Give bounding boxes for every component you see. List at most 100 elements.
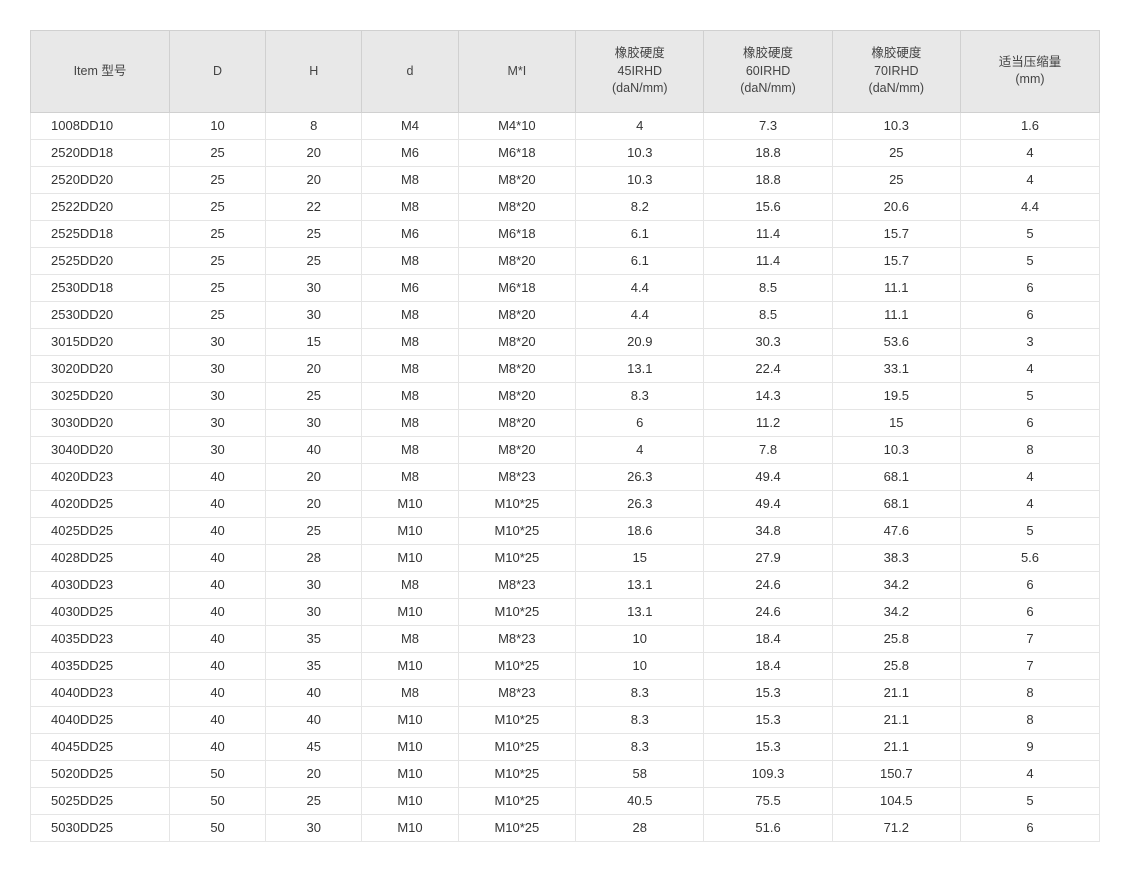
table-cell: 4030DD23: [31, 571, 170, 598]
table-cell: 40: [169, 706, 265, 733]
table-cell: 18.6: [576, 517, 704, 544]
table-cell: 3: [960, 328, 1099, 355]
table-cell: 11.1: [832, 274, 960, 301]
table-cell: 4028DD25: [31, 544, 170, 571]
table-row: 2520DD182520M6M6*1810.318.8254: [31, 139, 1100, 166]
table-cell: 10.3: [832, 112, 960, 139]
col-header-line1: 橡胶硬度: [839, 45, 954, 63]
table-cell: M10: [362, 760, 458, 787]
col-header-line2: 60IRHD: [710, 63, 825, 81]
table-row: 3025DD203025M8M8*208.314.319.55: [31, 382, 1100, 409]
table-row: 5025DD255025M10M10*2540.575.5104.55: [31, 787, 1100, 814]
table-cell: 40: [169, 625, 265, 652]
table-cell: M6: [362, 139, 458, 166]
table-cell: 25: [169, 220, 265, 247]
col-header-line1: H: [272, 63, 355, 81]
table-cell: 4: [960, 355, 1099, 382]
table-cell: 4040DD23: [31, 679, 170, 706]
table-cell: M10*25: [458, 706, 576, 733]
table-cell: M8: [362, 193, 458, 220]
table-cell: M8: [362, 328, 458, 355]
table-cell: 3030DD20: [31, 409, 170, 436]
table-cell: 5020DD25: [31, 760, 170, 787]
table-cell: M10: [362, 706, 458, 733]
table-row: 4020DD234020M8M8*2326.349.468.14: [31, 463, 1100, 490]
col-header-line1: D: [176, 63, 259, 81]
table-cell: 6: [960, 274, 1099, 301]
table-cell: 25: [266, 517, 362, 544]
spec-table: Item 型号DHdM*I橡胶硬度45IRHD(daN/mm)橡胶硬度60IRH…: [30, 30, 1100, 842]
table-cell: 20: [266, 355, 362, 382]
col-header-7: 橡胶硬度70IRHD(daN/mm): [832, 31, 960, 113]
table-row: 4035DD234035M8M8*231018.425.87: [31, 625, 1100, 652]
table-cell: 45: [266, 733, 362, 760]
table-cell: 15: [576, 544, 704, 571]
table-cell: 34.8: [704, 517, 832, 544]
table-cell: 8.3: [576, 733, 704, 760]
table-cell: 7.3: [704, 112, 832, 139]
table-cell: 4: [960, 166, 1099, 193]
table-cell: 40.5: [576, 787, 704, 814]
table-cell: 68.1: [832, 463, 960, 490]
table-cell: 25: [169, 274, 265, 301]
table-cell: 15.3: [704, 706, 832, 733]
table-cell: 2525DD18: [31, 220, 170, 247]
table-row: 1008DD10108M4M4*1047.310.31.6: [31, 112, 1100, 139]
table-cell: 6: [960, 571, 1099, 598]
table-cell: 40: [169, 463, 265, 490]
col-header-line1: Item 型号: [37, 63, 163, 81]
table-cell: 6: [960, 301, 1099, 328]
table-cell: 53.6: [832, 328, 960, 355]
table-cell: 8: [266, 112, 362, 139]
table-cell: M10*25: [458, 733, 576, 760]
table-cell: 40: [169, 490, 265, 517]
table-cell: 30: [169, 436, 265, 463]
table-cell: 10.3: [576, 166, 704, 193]
table-cell: 4.4: [576, 274, 704, 301]
table-cell: 11.4: [704, 220, 832, 247]
table-cell: 30: [169, 355, 265, 382]
col-header-5: 橡胶硬度45IRHD(daN/mm): [576, 31, 704, 113]
table-cell: 3025DD20: [31, 382, 170, 409]
table-cell: 21.1: [832, 706, 960, 733]
table-cell: M8*20: [458, 436, 576, 463]
table-cell: 13.1: [576, 571, 704, 598]
col-header-line3: (daN/mm): [839, 80, 954, 98]
table-cell: 22: [266, 193, 362, 220]
table-cell: 50: [169, 814, 265, 841]
table-cell: 25: [266, 220, 362, 247]
table-row: 4030DD234030M8M8*2313.124.634.26: [31, 571, 1100, 598]
table-cell: 38.3: [832, 544, 960, 571]
table-cell: 40: [169, 733, 265, 760]
table-cell: 68.1: [832, 490, 960, 517]
table-row: 4040DD234040M8M8*238.315.321.18: [31, 679, 1100, 706]
table-cell: 11.1: [832, 301, 960, 328]
table-cell: M8: [362, 355, 458, 382]
table-cell: M8*20: [458, 193, 576, 220]
table-cell: 25: [266, 247, 362, 274]
table-cell: M8: [362, 166, 458, 193]
col-header-line1: d: [368, 63, 451, 81]
table-cell: 25: [169, 301, 265, 328]
table-cell: M8: [362, 247, 458, 274]
table-cell: M8*20: [458, 382, 576, 409]
table-cell: M6: [362, 274, 458, 301]
col-header-line2: (mm): [967, 71, 1093, 89]
table-cell: 25: [169, 247, 265, 274]
table-cell: 40: [169, 598, 265, 625]
col-header-line3: (daN/mm): [582, 80, 697, 98]
table-cell: 8: [960, 679, 1099, 706]
table-cell: 20: [266, 760, 362, 787]
table-cell: M8*20: [458, 166, 576, 193]
table-cell: 30: [266, 571, 362, 598]
table-cell: 4020DD25: [31, 490, 170, 517]
table-cell: M8: [362, 463, 458, 490]
table-cell: 30: [169, 409, 265, 436]
table-cell: 24.6: [704, 571, 832, 598]
table-cell: 13.1: [576, 355, 704, 382]
table-cell: 71.2: [832, 814, 960, 841]
table-row: 2525DD202525M8M8*206.111.415.75: [31, 247, 1100, 274]
col-header-2: H: [266, 31, 362, 113]
table-cell: 6: [960, 598, 1099, 625]
table-cell: 6.1: [576, 247, 704, 274]
